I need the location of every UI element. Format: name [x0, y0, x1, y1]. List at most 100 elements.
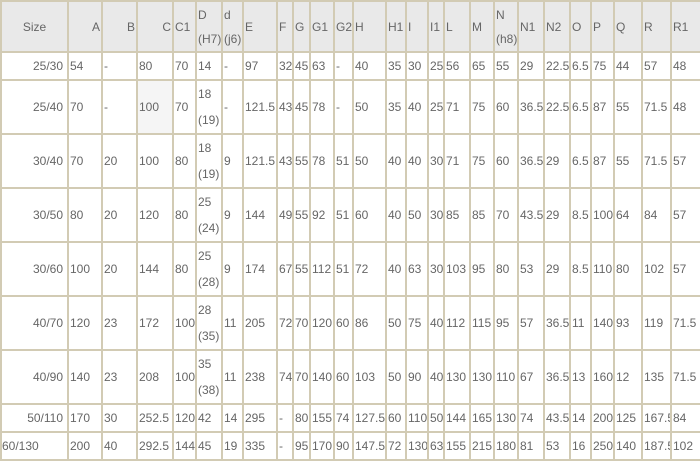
table-cell: 115: [469, 295, 495, 351]
table-cell: 125: [613, 403, 643, 433]
column-header: N1: [517, 0, 545, 53]
table-cell: 6.5: [569, 133, 592, 189]
column-header: D (H7): [195, 0, 223, 53]
table-cell: 65: [469, 51, 495, 81]
table-cell: 29: [543, 187, 571, 243]
table-cell: 53: [543, 431, 571, 461]
table-cell: 102: [641, 241, 672, 297]
table-cell: 93: [613, 295, 643, 351]
table-cell: 144: [172, 431, 197, 461]
table-cell: -: [333, 51, 354, 81]
table-cell: 80: [172, 133, 197, 189]
table-cell: 100: [590, 187, 615, 243]
size-cell: 40/90: [0, 349, 69, 405]
table-cell: 130: [443, 349, 471, 405]
table-cell: 25 (24): [195, 187, 223, 243]
column-header: B: [101, 0, 138, 53]
table-cell: 32: [276, 51, 294, 81]
table-cell: 140: [309, 349, 335, 405]
column-header: M: [469, 0, 495, 53]
table-cell: 53: [517, 241, 545, 297]
table-cell: 72: [276, 295, 294, 351]
table-cell: 44: [613, 51, 643, 81]
table-cell: 215: [469, 431, 495, 461]
table-cell: 250: [590, 431, 615, 461]
table-cell: 51: [333, 241, 354, 297]
table-cell: 43.5: [543, 403, 571, 433]
table-cell: -: [276, 431, 294, 461]
table-cell: 70: [292, 295, 311, 351]
table-cell: 238: [242, 349, 278, 405]
table-cell: 40: [405, 133, 429, 189]
table-cell: 23: [101, 349, 138, 405]
table-cell: 40: [385, 133, 407, 189]
table-cell: 36.5: [543, 295, 571, 351]
table-cell: 25: [427, 51, 445, 81]
table-cell: 172: [136, 295, 174, 351]
column-header: d (j6): [221, 0, 244, 53]
table-cell: 50: [352, 79, 387, 135]
table-cell: 12: [613, 349, 643, 405]
table-cell: 86: [352, 295, 387, 351]
table-cell: 60: [333, 295, 354, 351]
table-cell: 130: [493, 403, 519, 433]
table-cell: 8.5: [569, 187, 592, 243]
table-cell: 170: [67, 403, 103, 433]
table-cell: 36.5: [517, 79, 545, 135]
table-cell: 140: [67, 349, 103, 405]
table-cell: 112: [309, 241, 335, 297]
table-cell: 43.5: [517, 187, 545, 243]
column-header: F: [276, 0, 294, 53]
table-cell: 57: [670, 241, 700, 297]
table-cell: 43: [276, 79, 294, 135]
table-cell: 71: [443, 79, 471, 135]
size-cell: 30/60: [0, 241, 69, 297]
table-cell: 110: [590, 241, 615, 297]
table-cell: 155: [309, 403, 335, 433]
table-cell: 8.5: [569, 241, 592, 297]
table-cell: 100: [136, 133, 174, 189]
table-cell: -: [101, 51, 138, 81]
table-cell: 55: [292, 133, 311, 189]
table-cell: 100: [136, 79, 174, 135]
table-cell: 147.5: [352, 431, 387, 461]
column-header: C1: [172, 0, 197, 53]
table-cell: 165: [469, 403, 495, 433]
table-row: 30/40 70 20 100 80 18 (19) 9 121.5 43 55 78 51 50 40 4…: [0, 133, 700, 189]
table-cell: 95: [469, 241, 495, 297]
table-cell: 78: [309, 79, 335, 135]
table-cell: 144: [242, 187, 278, 243]
table-cell: 144: [443, 403, 471, 433]
table-cell: 40: [427, 349, 445, 405]
table-row: 40/90 140 23 208 100 35 (38) 11 238 74 70 140 60 103…: [0, 349, 700, 405]
table-cell: 70: [172, 51, 197, 81]
column-header: N2: [543, 0, 571, 53]
column-header: I1: [427, 0, 445, 53]
table-cell: 40: [352, 51, 387, 81]
table-cell: 295: [242, 403, 278, 433]
table-cell: 97: [242, 51, 278, 81]
column-header: E: [242, 0, 278, 53]
table-cell: 14: [569, 403, 592, 433]
table-cell: 71.5: [670, 349, 700, 405]
table-cell: 14: [221, 403, 244, 433]
table-cell: 119: [641, 295, 672, 351]
table-cell: 70: [67, 79, 103, 135]
table-cell: 63: [309, 51, 335, 81]
table-cell: 80: [172, 241, 197, 297]
table-cell: 71.5: [670, 295, 700, 351]
table-cell: 140: [613, 431, 643, 461]
column-header: C: [136, 0, 174, 53]
table-cell: 87: [590, 133, 615, 189]
table-cell: 81: [517, 431, 545, 461]
table-cell: 63: [405, 241, 429, 297]
table-cell: 74: [333, 403, 354, 433]
size-cell: 50/110: [0, 403, 69, 433]
table-cell: 16: [569, 431, 592, 461]
table-cell: 57: [517, 295, 545, 351]
table-cell: 75: [469, 79, 495, 135]
table-cell: 50: [405, 187, 429, 243]
table-cell: 49: [276, 187, 294, 243]
table-cell: 35: [385, 51, 407, 81]
